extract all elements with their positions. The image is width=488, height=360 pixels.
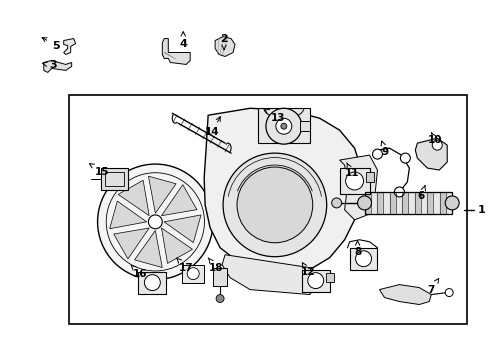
Polygon shape (407, 192, 414, 214)
Polygon shape (148, 176, 176, 213)
Circle shape (400, 153, 409, 163)
Polygon shape (44, 60, 72, 72)
Bar (104, 172, 124, 186)
Circle shape (144, 275, 160, 291)
Polygon shape (414, 192, 420, 214)
Text: 6: 6 (417, 185, 425, 201)
Polygon shape (370, 192, 376, 214)
Polygon shape (420, 192, 427, 214)
Bar (301, 270, 329, 292)
Circle shape (98, 164, 213, 280)
Polygon shape (222, 255, 317, 294)
Text: 1: 1 (477, 205, 485, 215)
Polygon shape (389, 192, 395, 214)
Text: 7: 7 (427, 279, 438, 294)
Polygon shape (401, 192, 407, 214)
Circle shape (345, 172, 363, 190)
Circle shape (372, 149, 382, 159)
Bar (258, 108, 309, 143)
Text: 15: 15 (89, 164, 110, 177)
Polygon shape (161, 185, 197, 216)
Polygon shape (163, 215, 201, 243)
Polygon shape (63, 39, 76, 54)
Polygon shape (379, 285, 430, 305)
Text: 4: 4 (179, 32, 187, 49)
Polygon shape (427, 192, 432, 214)
Text: 5: 5 (42, 37, 60, 50)
Polygon shape (162, 39, 190, 64)
Circle shape (444, 196, 458, 210)
Circle shape (307, 273, 323, 289)
Text: 9: 9 (380, 141, 388, 157)
Polygon shape (339, 155, 377, 220)
Bar (364, 192, 451, 214)
Polygon shape (432, 192, 439, 214)
Bar (299, 121, 309, 131)
Polygon shape (203, 108, 361, 275)
Text: 17: 17 (176, 258, 193, 273)
Text: 13: 13 (264, 109, 285, 123)
Text: 10: 10 (427, 132, 442, 145)
Circle shape (265, 108, 301, 144)
Polygon shape (376, 192, 383, 214)
Circle shape (223, 153, 326, 257)
Polygon shape (118, 180, 149, 216)
Circle shape (357, 196, 371, 210)
Circle shape (275, 118, 291, 134)
Polygon shape (215, 37, 235, 57)
Bar (138, 272, 166, 293)
Bar (101, 168, 128, 190)
Circle shape (216, 294, 224, 302)
Polygon shape (364, 192, 370, 214)
Bar (213, 268, 226, 285)
Polygon shape (114, 228, 149, 259)
Polygon shape (414, 138, 447, 170)
Circle shape (431, 140, 441, 150)
Circle shape (280, 123, 286, 129)
Polygon shape (109, 201, 146, 229)
Text: 8: 8 (353, 241, 361, 257)
Bar (349, 248, 377, 270)
Bar (182, 265, 203, 283)
Text: 18: 18 (208, 258, 223, 273)
Polygon shape (161, 228, 192, 264)
Polygon shape (439, 192, 445, 214)
Bar (147, 276, 163, 285)
Text: 16: 16 (131, 265, 147, 279)
Text: 14: 14 (204, 117, 220, 137)
Circle shape (444, 289, 452, 297)
Text: 3: 3 (42, 60, 57, 71)
Bar (325, 273, 333, 282)
Text: 11: 11 (344, 163, 358, 178)
Polygon shape (395, 192, 401, 214)
Polygon shape (134, 230, 162, 267)
Polygon shape (445, 192, 451, 214)
Circle shape (331, 198, 341, 208)
Bar (68, 95, 466, 324)
Text: 12: 12 (300, 262, 314, 276)
Circle shape (355, 251, 371, 267)
Circle shape (237, 167, 312, 243)
Bar (339, 168, 369, 194)
Polygon shape (383, 192, 389, 214)
Text: 2: 2 (220, 33, 227, 50)
Circle shape (394, 187, 404, 197)
Bar (365, 172, 373, 182)
Circle shape (187, 268, 199, 280)
Circle shape (148, 215, 162, 229)
